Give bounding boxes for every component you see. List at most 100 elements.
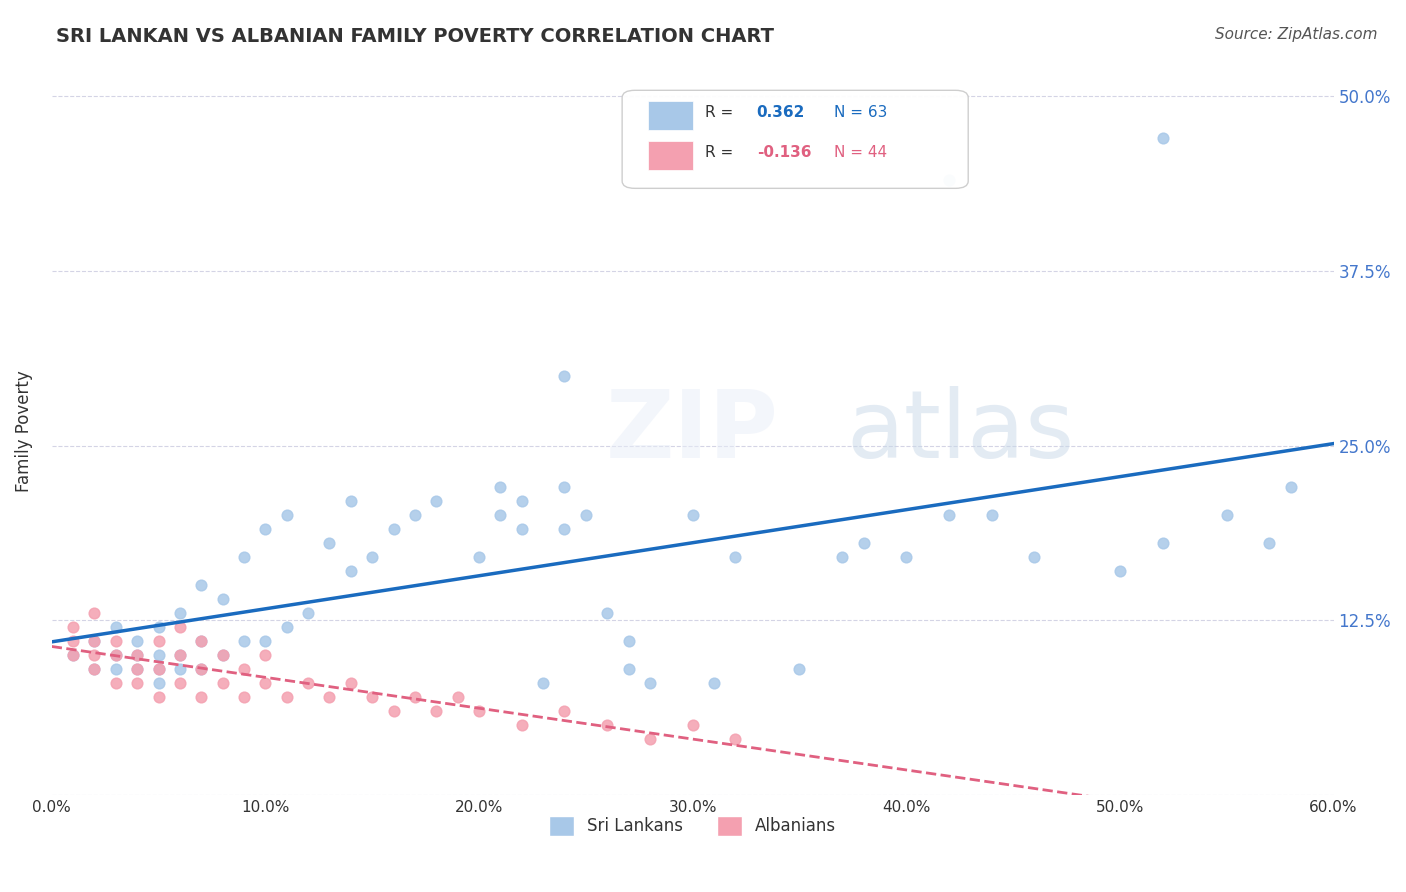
- Point: [596, 718, 619, 732]
- Point: [190, 662, 212, 676]
- Point: [468, 550, 491, 565]
- Point: [852, 536, 875, 550]
- Point: [190, 662, 212, 676]
- Point: [297, 676, 319, 690]
- Point: [703, 676, 725, 690]
- Point: [169, 648, 191, 662]
- Point: [1215, 508, 1237, 523]
- Point: [318, 690, 340, 704]
- Point: [404, 690, 426, 704]
- Point: [104, 676, 127, 690]
- Point: [148, 690, 170, 704]
- Point: [489, 480, 512, 494]
- Point: [254, 634, 277, 648]
- Point: [617, 634, 640, 648]
- Point: [62, 648, 84, 662]
- Point: [233, 550, 256, 565]
- Point: [148, 676, 170, 690]
- Point: [318, 536, 340, 550]
- Point: [190, 634, 212, 648]
- Point: [254, 676, 277, 690]
- Point: [211, 648, 233, 662]
- Point: [169, 648, 191, 662]
- Point: [638, 731, 661, 746]
- Point: [233, 690, 256, 704]
- Point: [104, 662, 127, 676]
- Point: [62, 648, 84, 662]
- Point: [211, 648, 233, 662]
- Point: [382, 522, 405, 536]
- Point: [104, 648, 127, 662]
- Point: [789, 662, 811, 676]
- Text: R =: R =: [706, 104, 738, 120]
- Point: [211, 676, 233, 690]
- Point: [1109, 564, 1132, 578]
- Point: [724, 550, 747, 565]
- Point: [361, 550, 384, 565]
- Point: [831, 550, 853, 565]
- Point: [83, 648, 105, 662]
- FancyBboxPatch shape: [648, 101, 693, 130]
- Point: [1279, 480, 1302, 494]
- Point: [682, 508, 704, 523]
- Point: [896, 550, 918, 565]
- Point: [127, 648, 149, 662]
- Point: [254, 648, 277, 662]
- Point: [553, 368, 575, 383]
- Point: [340, 494, 363, 508]
- Point: [104, 634, 127, 648]
- Point: [190, 578, 212, 592]
- Point: [617, 662, 640, 676]
- Point: [1258, 536, 1281, 550]
- Point: [575, 508, 598, 523]
- Point: [510, 718, 533, 732]
- Point: [62, 620, 84, 634]
- Point: [1152, 536, 1174, 550]
- Point: [169, 662, 191, 676]
- Point: [127, 662, 149, 676]
- Text: atlas: atlas: [846, 385, 1074, 477]
- Point: [276, 620, 298, 634]
- Point: [83, 662, 105, 676]
- Text: 0.362: 0.362: [756, 104, 806, 120]
- Point: [938, 508, 960, 523]
- Text: R =: R =: [706, 145, 738, 160]
- Point: [404, 508, 426, 523]
- Point: [510, 494, 533, 508]
- Point: [382, 704, 405, 718]
- Point: [510, 522, 533, 536]
- Point: [596, 606, 619, 620]
- Point: [104, 620, 127, 634]
- Point: [1152, 131, 1174, 145]
- Point: [553, 480, 575, 494]
- Text: ZIP: ZIP: [606, 385, 779, 477]
- Text: N = 63: N = 63: [834, 104, 887, 120]
- Point: [254, 522, 277, 536]
- Text: Source: ZipAtlas.com: Source: ZipAtlas.com: [1215, 27, 1378, 42]
- Point: [489, 508, 512, 523]
- Point: [276, 690, 298, 704]
- Point: [83, 634, 105, 648]
- Point: [211, 592, 233, 607]
- Y-axis label: Family Poverty: Family Poverty: [15, 371, 32, 492]
- Point: [276, 508, 298, 523]
- Point: [553, 522, 575, 536]
- Point: [62, 634, 84, 648]
- Point: [468, 704, 491, 718]
- Point: [425, 494, 447, 508]
- Point: [148, 662, 170, 676]
- Point: [1024, 550, 1046, 565]
- Point: [127, 676, 149, 690]
- Point: [83, 606, 105, 620]
- Point: [148, 634, 170, 648]
- Text: SRI LANKAN VS ALBANIAN FAMILY POVERTY CORRELATION CHART: SRI LANKAN VS ALBANIAN FAMILY POVERTY CO…: [56, 27, 775, 45]
- Point: [724, 731, 747, 746]
- Legend: Sri Lankans, Albanians: Sri Lankans, Albanians: [541, 807, 845, 845]
- Point: [169, 620, 191, 634]
- Point: [83, 662, 105, 676]
- Point: [938, 173, 960, 187]
- Point: [425, 704, 447, 718]
- Point: [446, 690, 468, 704]
- Point: [190, 634, 212, 648]
- Text: -0.136: -0.136: [756, 145, 811, 160]
